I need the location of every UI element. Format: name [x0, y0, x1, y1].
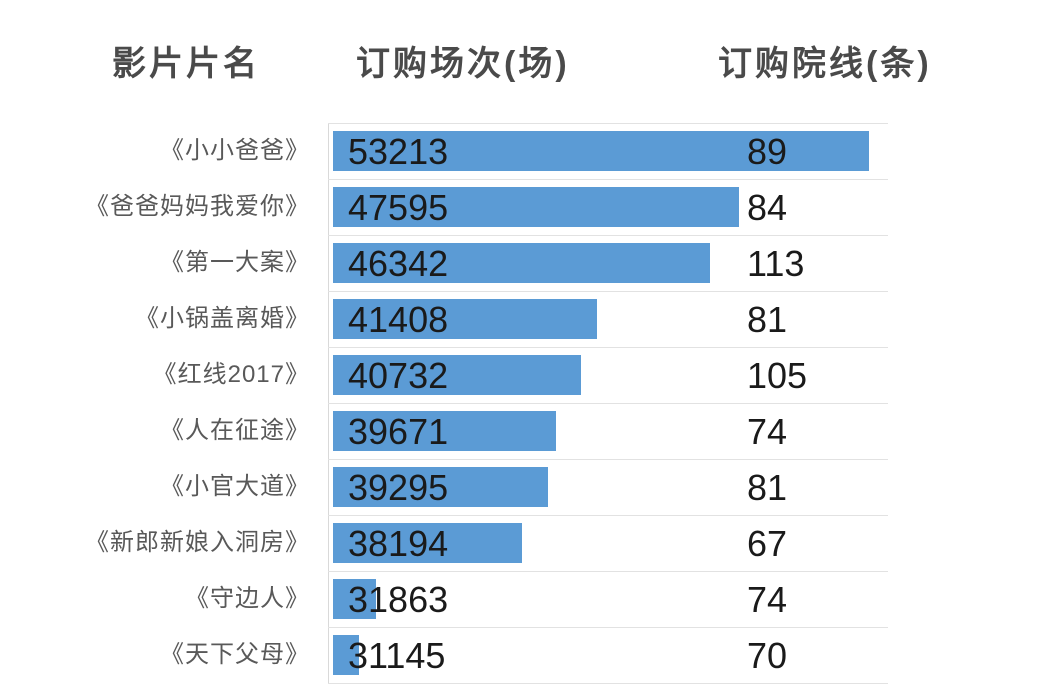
sessions-bar: [333, 467, 548, 507]
sessions-bar: [333, 299, 597, 339]
row-gridline: [328, 235, 888, 236]
sessions-bar: [333, 635, 359, 675]
column-header-sessions: 订购场次(场): [356, 45, 570, 83]
movie-title-label: 《小锅盖离婚》: [135, 305, 310, 332]
movie-title-label: 《天下父母》: [160, 641, 310, 668]
table-row: 《第一大案》 46342 113: [0, 235, 1037, 291]
cinemas-value: 67: [747, 523, 788, 564]
sessions-value: 46342: [348, 243, 449, 284]
table-row: 《天下父母》 31145 70: [0, 627, 1037, 683]
movie-title-label: 《小小爸爸》: [160, 137, 310, 164]
cinemas-value: 81: [747, 299, 788, 340]
sessions-bar: [333, 187, 739, 227]
bottom-gridline: [328, 683, 888, 684]
sessions-bar: [333, 411, 556, 451]
row-gridline: [328, 179, 888, 180]
sessions-value: 39671: [348, 411, 449, 452]
cinemas-value: 74: [747, 411, 788, 452]
row-gridline: [328, 123, 888, 124]
sessions-value: 39295: [348, 467, 449, 508]
cinemas-value: 89: [747, 131, 788, 172]
movie-title-label: 《第一大案》: [160, 249, 310, 276]
column-header-cinemas: 订购院线(条): [718, 45, 932, 83]
table-row: 《小小爸爸》 53213 89: [0, 123, 1037, 179]
sessions-value: 40732: [348, 355, 449, 396]
movie-title-label: 《人在征途》: [160, 417, 310, 444]
cinemas-value: 70: [747, 635, 788, 676]
cinemas-value: 84: [747, 187, 788, 228]
cinemas-value: 74: [747, 579, 788, 620]
row-gridline: [328, 347, 888, 348]
sessions-value: 38194: [348, 523, 449, 564]
movie-title-label: 《红线2017》: [152, 361, 310, 388]
movie-title-label: 《爸爸妈妈我爱你》: [85, 193, 310, 220]
cinemas-value: 113: [747, 243, 805, 284]
sessions-bar: [333, 131, 869, 171]
row-gridline: [328, 291, 888, 292]
sessions-value: 41408: [348, 299, 449, 340]
row-gridline: [328, 515, 888, 516]
movie-title-label: 《新郎新娘入洞房》: [85, 529, 310, 556]
table-row: 《小官大道》 39295 81: [0, 459, 1037, 515]
chart-rows: 《小小爸爸》 53213 89 《爸爸妈妈我爱你》 47595 84 《第一大案》 46342…: [0, 123, 1037, 684]
column-header-movie: 影片片名: [112, 45, 260, 83]
table-row: 《爸爸妈妈我爱你》 47595 84: [0, 179, 1037, 235]
table-row: 《红线2017》 40732 105: [0, 347, 1037, 403]
sessions-value: 53213: [348, 131, 449, 172]
sessions-bar: [333, 355, 581, 395]
sessions-value: 47595: [348, 187, 449, 228]
row-gridline: [328, 627, 888, 628]
table-row: 《人在征途》 39671 74: [0, 403, 1037, 459]
cinemas-value: 105: [747, 355, 808, 396]
row-gridline: [328, 403, 888, 404]
table-row: 《小锅盖离婚》 41408 81: [0, 291, 1037, 347]
movie-title-label: 《小官大道》: [160, 473, 310, 500]
sessions-value: 31863: [348, 579, 449, 620]
row-gridline: [328, 459, 888, 460]
movie-title-label: 《守边人》: [185, 585, 310, 612]
cinemas-value: 81: [747, 467, 788, 508]
sessions-bar: [333, 523, 522, 563]
table-row: 《新郎新娘入洞房》 38194 67: [0, 515, 1037, 571]
sessions-value: 31145: [348, 635, 446, 676]
table-row: 《守边人》 31863 74: [0, 571, 1037, 627]
sessions-bar: [333, 243, 710, 283]
sessions-bar: [333, 579, 376, 619]
row-gridline: [328, 571, 888, 572]
